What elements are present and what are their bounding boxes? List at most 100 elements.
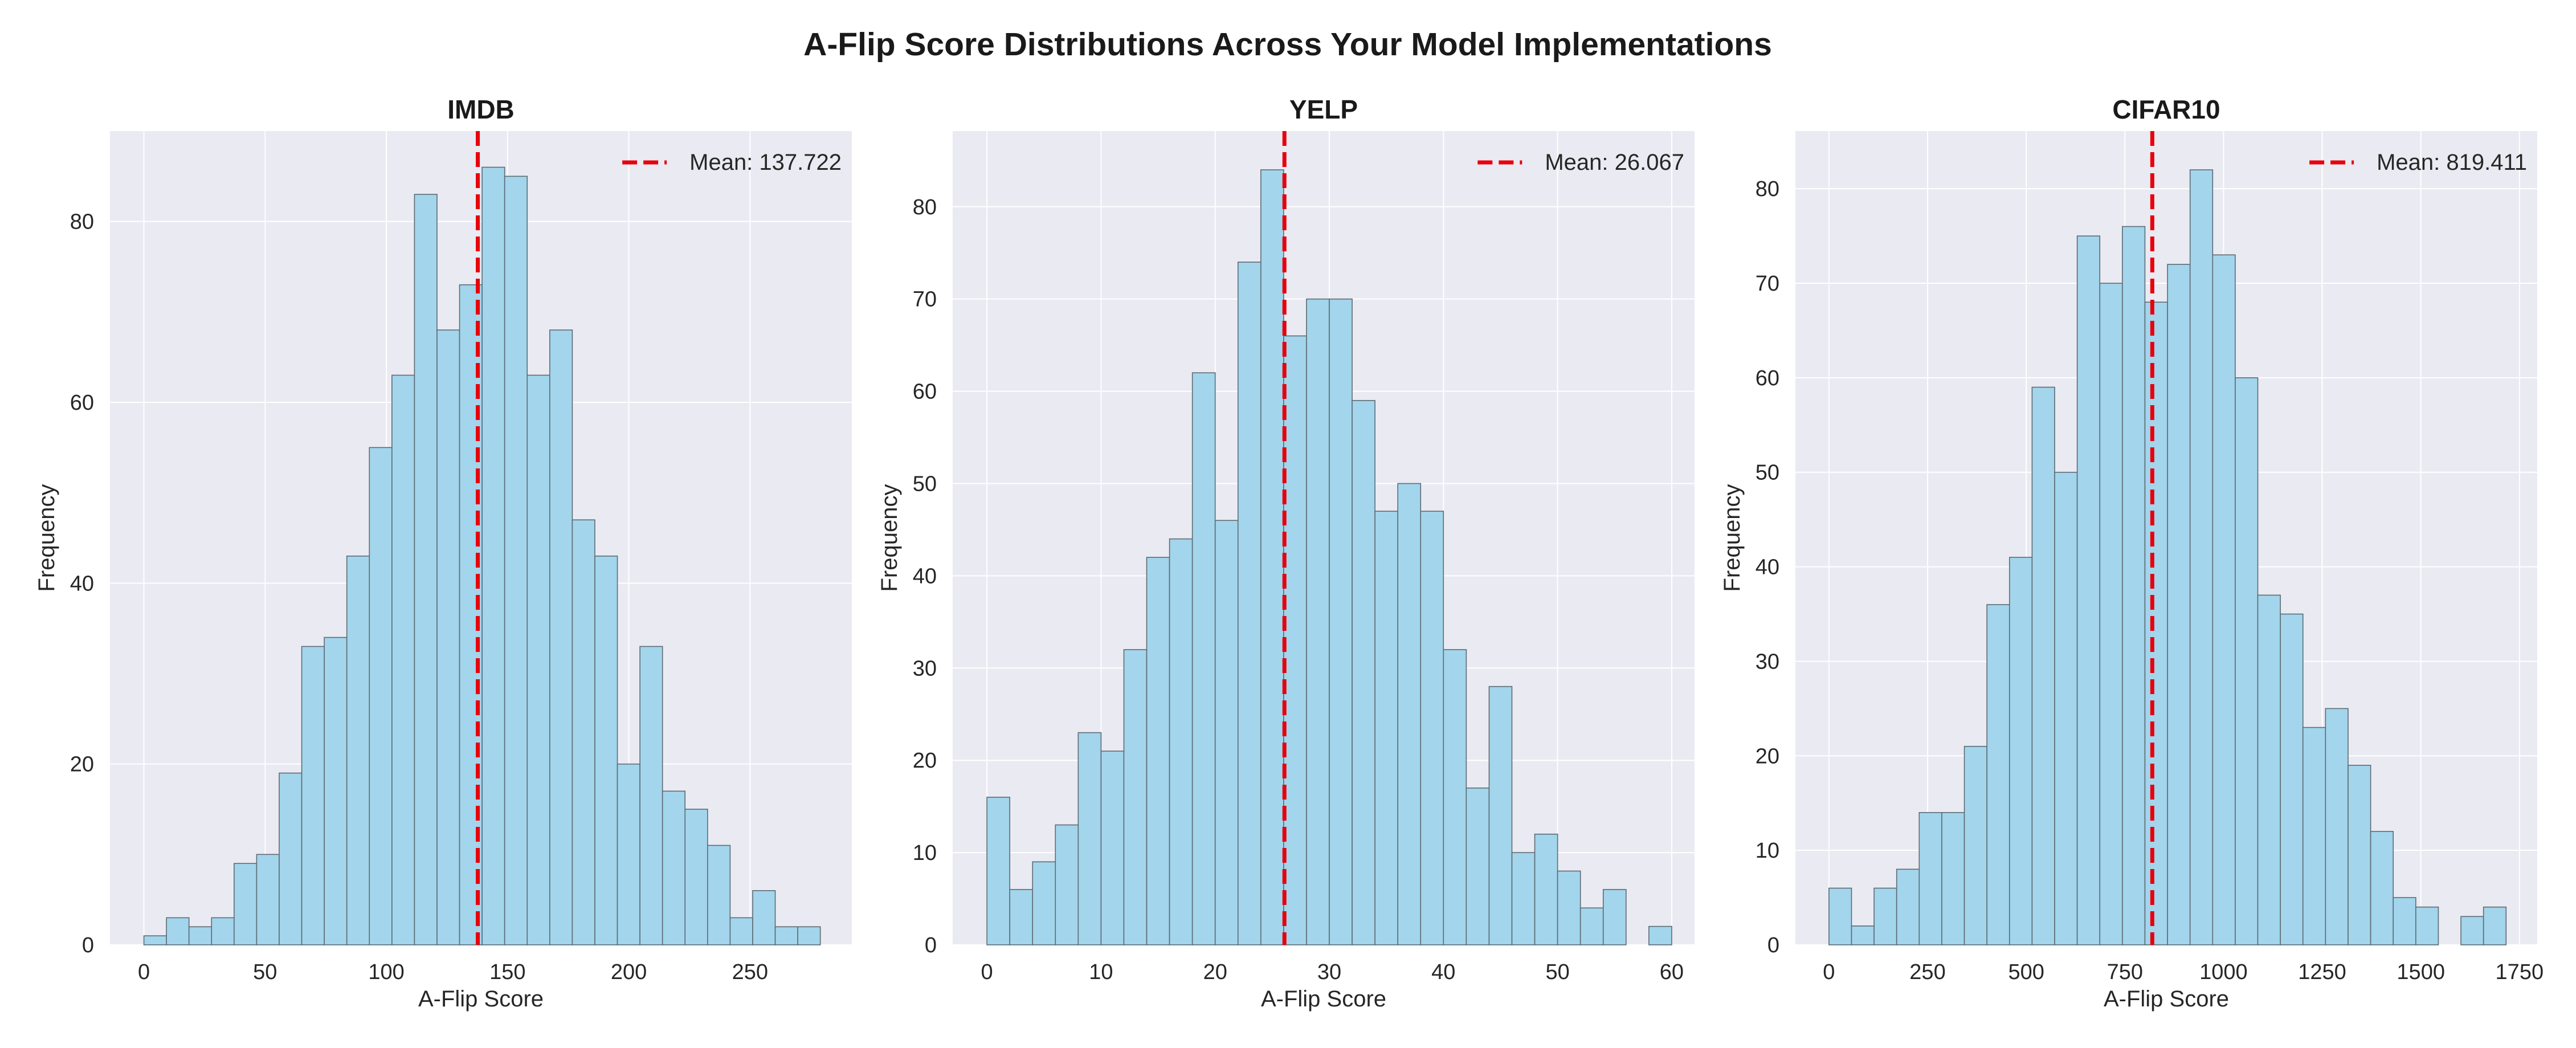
yelp-histogram-bar	[1260, 169, 1284, 945]
imdb-histogram-bar	[324, 637, 348, 945]
imdb-histogram-bar	[684, 809, 708, 945]
yelp-histogram-bar	[1465, 787, 1490, 945]
yelp-x-tick-label: 10	[1089, 960, 1113, 984]
imdb-y-tick-label: 0	[82, 933, 94, 957]
cifar10-y-tick-label: 10	[1756, 839, 1779, 863]
imdb-histogram-bar	[729, 917, 753, 945]
imdb-histogram-bar	[369, 447, 393, 945]
yelp-histogram-bar	[1397, 483, 1422, 945]
yelp-histogram-bar	[1443, 649, 1467, 945]
imdb-y-tick-label: 40	[70, 572, 94, 596]
yelp-histogram-bar	[1055, 824, 1079, 945]
cifar10-histogram-bar	[1963, 745, 1987, 945]
cifar10-x-tick-label: 250	[1909, 960, 1945, 984]
imdb-histogram-bar	[166, 917, 190, 945]
cifar10-y-tick-label: 30	[1756, 650, 1779, 674]
yelp-histogram-bar	[986, 797, 1010, 945]
imdb-x-axis-label: A-Flip Score	[418, 986, 544, 1012]
yelp-y-tick-label: 50	[913, 472, 937, 496]
yelp-x-axis-label: A-Flip Score	[1261, 986, 1386, 1012]
yelp-histogram-bar	[1191, 372, 1216, 945]
yelp-histogram-bar	[1352, 399, 1375, 945]
yelp-y-axis-label: Frequency	[877, 484, 902, 592]
yelp-y-tick-label: 70	[913, 288, 937, 312]
yelp-y-tick-label: 40	[913, 564, 937, 588]
yelp-histogram-bar	[1488, 686, 1513, 945]
cifar10-legend: Mean: 819.411	[2309, 150, 2527, 175]
cifar10-histogram-bar	[2144, 301, 2168, 945]
cifar10-y-tick-label: 0	[1767, 933, 1779, 957]
cifar10-histogram-bar	[1828, 887, 1852, 945]
cifar10-x-tick-label: 1750	[2496, 960, 2544, 984]
cifar10-histogram-bar	[2348, 765, 2371, 945]
yelp-histogram-bar	[1032, 861, 1056, 945]
cifar10-histogram-bar	[2099, 283, 2123, 945]
imdb-histogram-bar	[459, 284, 483, 945]
imdb-y-axis-label: Frequency	[34, 484, 59, 592]
cifar10-histogram-bar	[2189, 169, 2214, 945]
yelp-x-tick-label: 20	[1203, 960, 1227, 984]
imdb-histogram-bar	[346, 555, 370, 945]
cifar10-histogram-bar	[2257, 594, 2281, 945]
cifar10-histogram-bar	[2302, 727, 2326, 945]
yelp-histogram-bar	[1283, 335, 1307, 945]
imdb-histogram-bar	[549, 329, 573, 945]
yelp-legend-label: Mean: 26.067	[1545, 150, 1684, 175]
cifar10-y-tick-label: 80	[1756, 177, 1779, 201]
yelp-y-tick-label: 60	[913, 380, 937, 404]
imdb-histogram-bar	[143, 935, 167, 945]
imdb-histogram-bar	[279, 772, 303, 945]
imdb-histogram-bar	[526, 374, 550, 945]
yelp-y-tick-label: 80	[913, 195, 937, 219]
cifar10-y-tick-label: 60	[1756, 366, 1779, 390]
yelp-histogram-bar	[1420, 511, 1444, 945]
imdb-title: IMDB	[447, 95, 515, 124]
yelp-x-tick-label: 30	[1317, 960, 1341, 984]
cifar10-y-tick-label: 50	[1756, 461, 1779, 485]
cifar10-histogram-bar	[2280, 613, 2304, 945]
imdb-histogram-bar	[436, 329, 460, 945]
cifar10-x-tick-label: 500	[2008, 960, 2044, 984]
yelp-histogram-bar	[1329, 298, 1353, 945]
panel-cifar10: 0 250 500 750 1000 1250 1500 1750 0 10 20 30 40 50 60 7…	[1720, 95, 2544, 1012]
imdb-histogram-bar	[594, 555, 618, 945]
yelp-histogram-bar	[1123, 649, 1148, 945]
cifar10-x-tick-label: 1500	[2397, 960, 2445, 984]
cifar10-legend-label: Mean: 819.411	[2377, 150, 2527, 175]
imdb-histogram-bar	[504, 176, 528, 945]
yelp-legend: Mean: 26.067	[1477, 150, 1684, 175]
cifar10-histogram-bar	[2031, 386, 2055, 945]
yelp-histogram-bar	[1602, 889, 1627, 945]
cifar10-histogram-bar	[2370, 831, 2394, 945]
cifar10-histogram-bar	[2008, 557, 2033, 945]
cifar10-histogram-bar	[1941, 812, 1965, 945]
cifar10-histogram-bar	[1873, 887, 1897, 945]
cifar10-y-tick-label: 20	[1756, 744, 1779, 768]
yelp-histogram-bar	[1214, 520, 1239, 945]
imdb-histogram-bar	[234, 863, 258, 945]
cifar10-histogram-bar	[1986, 604, 2010, 945]
yelp-histogram-bar	[1306, 298, 1330, 945]
cifar10-y-tick-label: 40	[1756, 556, 1779, 580]
cifar10-histogram-bar	[1896, 868, 1920, 945]
cifar10-histogram-bar	[2325, 708, 2349, 945]
cifar10-x-tick-label: 1000	[2199, 960, 2248, 984]
imdb-y-tick-label: 60	[70, 391, 94, 415]
yelp-histogram-bar	[1169, 538, 1193, 945]
imdb-x-tick-label: 50	[253, 960, 277, 984]
yelp-y-tick-label: 10	[913, 841, 937, 865]
imdb-histogram-bar	[188, 926, 213, 945]
imdb-legend-label: Mean: 137.722	[689, 150, 842, 175]
yelp-histogram-bar	[1648, 925, 1672, 945]
imdb-histogram-bar	[301, 646, 325, 945]
imdb-x-tick-label: 100	[368, 960, 404, 984]
imdb-legend: Mean: 137.722	[622, 150, 842, 175]
cifar10-histogram-bar	[2167, 264, 2191, 945]
imdb-histogram-bar	[571, 519, 595, 945]
cifar10-histogram-bar	[1851, 925, 1875, 945]
yelp-y-tick-label: 30	[913, 656, 937, 680]
imdb-histogram-bar	[481, 166, 505, 945]
figure-suptitle: A-Flip Score Distributions Across Your M…	[803, 26, 1772, 63]
imdb-histogram-bar	[707, 845, 731, 945]
cifar10-histogram-bar	[2235, 377, 2259, 945]
